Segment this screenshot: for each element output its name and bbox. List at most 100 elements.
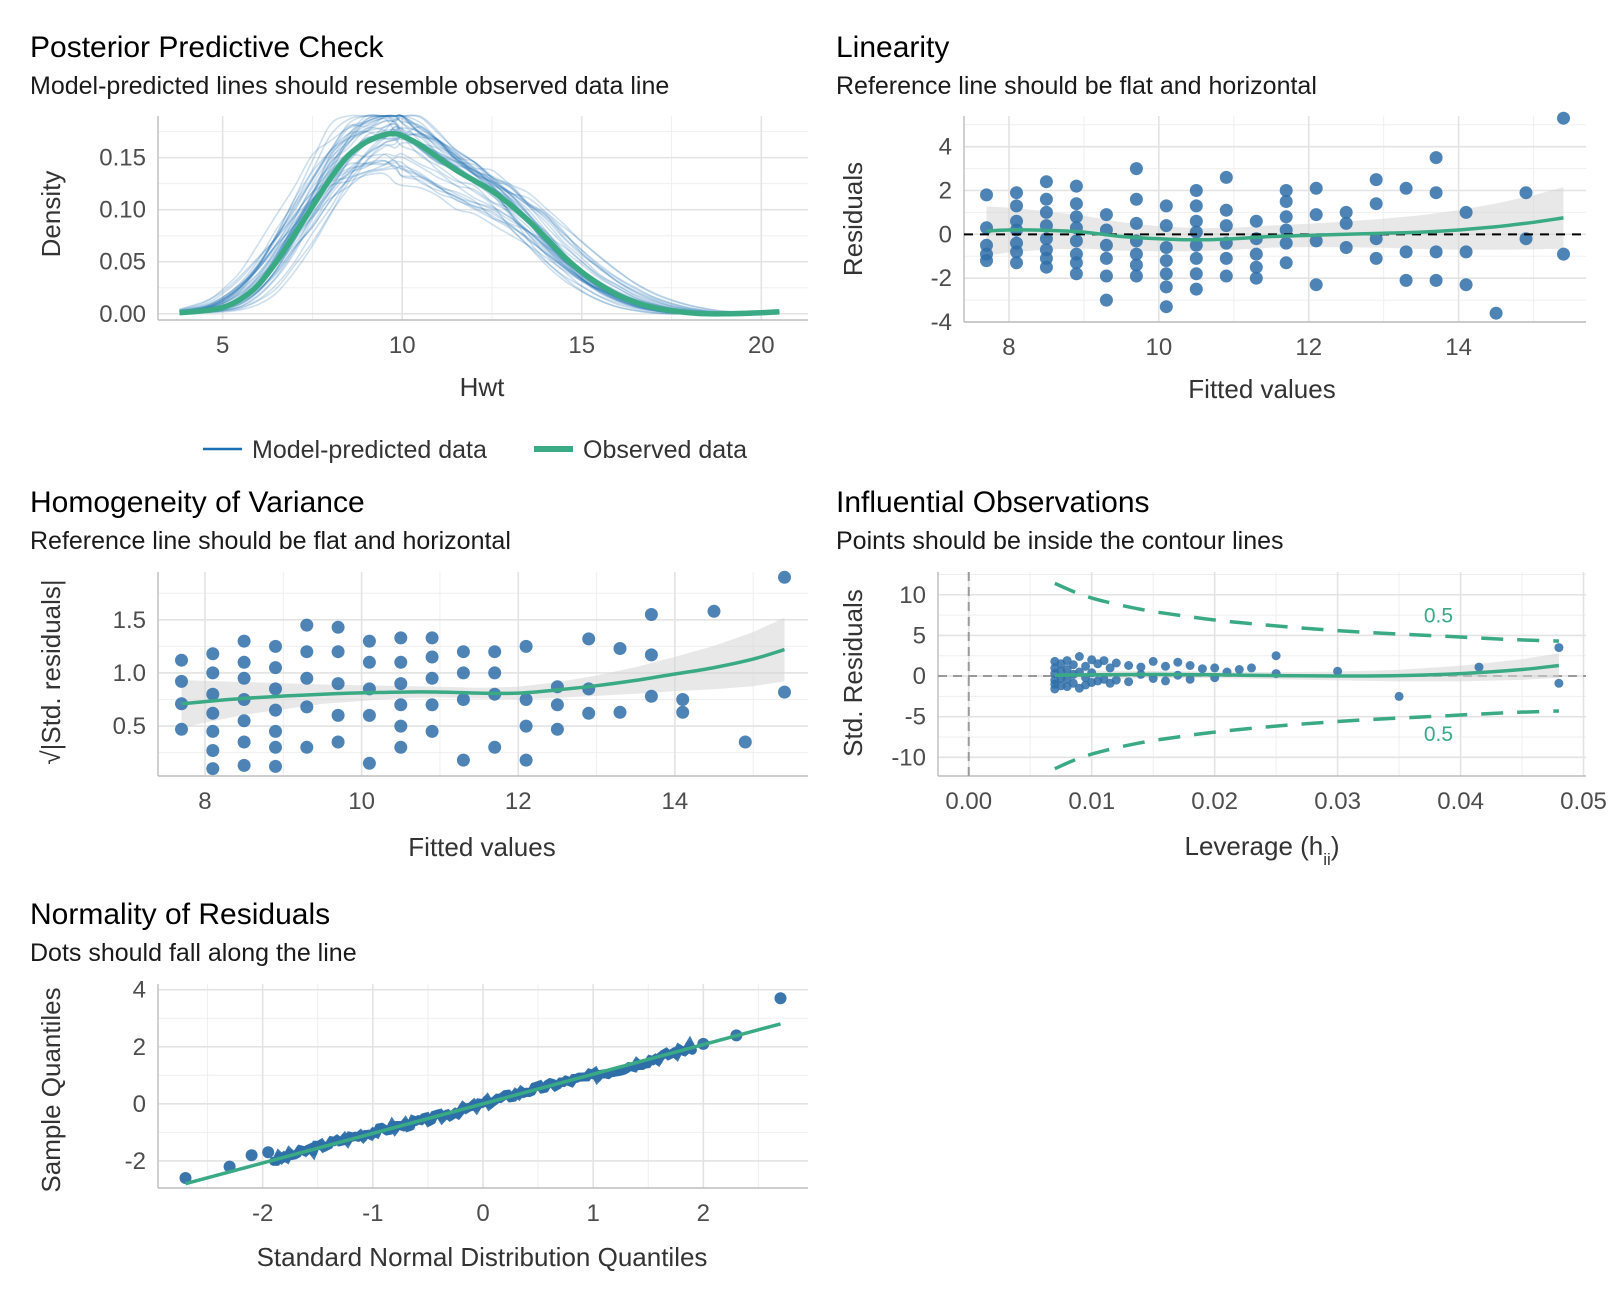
data-point [1279,236,1293,250]
y-tick-label: 1.5 [113,607,146,634]
contour-label-lower: 0.5 [1424,723,1453,746]
x-tick-label: 0 [476,1200,489,1227]
data-point [331,708,345,722]
y-tick-label: 0.15 [99,145,146,172]
y-axis-label: Sample Quantiles [36,987,66,1192]
x-tick-label: 1 [586,1200,599,1227]
data-point [1189,238,1203,252]
data-point [175,674,188,688]
data-point [245,1149,258,1162]
data-point [456,753,470,767]
x-tick-label: 5 [216,332,229,359]
data-point [394,631,408,645]
data-point [519,639,533,653]
y-tick-label: 0.10 [99,197,146,224]
data-point [519,693,533,706]
data-point [1010,199,1023,213]
data-point [425,650,439,664]
data-point [1148,674,1158,683]
panel-homogeneity-of-variance: Homogeneity of Variance Reference line s… [30,486,808,862]
data-point [1105,663,1115,673]
panel-subtitle: Reference line should be flat and horizo… [836,72,1317,100]
data-point [1099,293,1113,307]
legend-label-predicted: Model-predicted data [252,436,487,464]
data-point [1459,278,1473,292]
data-point [1519,232,1533,246]
data-point [1279,184,1293,197]
panel-title: Influential Observations [836,486,1150,519]
data-point [1249,260,1263,274]
y-tick-label: -5 [905,704,926,731]
data-point [1099,269,1113,283]
data-point [1369,173,1383,187]
data-point [1249,271,1263,285]
data-point [738,735,752,749]
panel-influential-observations: Influential Observations Points should b… [836,486,1607,869]
y-tick-label: -2 [931,265,952,292]
data-point [1474,662,1484,672]
plot-marks [175,570,791,776]
data-point [1219,269,1233,283]
data-point [1189,199,1203,213]
data-point [644,608,658,621]
predicted-density-line [179,128,780,315]
x-tick-labels: 0.00 0.01 0.02 0.03 0.04 0.05 [945,788,1607,815]
data-point [1129,216,1143,230]
data-point [1136,662,1146,672]
data-point [1339,205,1353,219]
x-tick-label: 0.03 [1314,788,1361,815]
data-point [1069,210,1083,224]
data-point [456,645,470,659]
x-tick-label: 12 [1295,334,1322,361]
x-tick-label: 14 [662,788,689,815]
data-point [1069,256,1083,270]
data-point [1159,300,1173,314]
data-point [1129,269,1143,283]
data-point [1185,674,1195,684]
panel-posterior-predictive-check: Posterior Predictive Check Model-predict… [30,31,808,464]
data-point [1249,247,1263,261]
data-point [1069,267,1083,281]
data-point [676,705,690,719]
data-point [1039,232,1053,246]
grid [157,984,808,1189]
data-point [269,724,282,738]
y-tick-label: -2 [125,1148,146,1175]
data-point [1148,656,1158,666]
data-point [1124,661,1134,670]
data-point [269,661,282,675]
data-point [1189,267,1203,281]
y-axis-label: Std. Residuals [838,589,868,757]
data-point [1369,251,1383,265]
data-point [1111,675,1121,685]
data-point [1062,665,1072,674]
y-axis-label: Residuals [838,162,868,276]
x-tick-label: -1 [362,1200,383,1227]
data-point [1309,278,1323,292]
cooks-distance-contour-lower [1054,709,1559,771]
x-tick-label: 15 [568,332,595,359]
smooth-line [181,647,786,706]
data-point [488,666,502,680]
data-point [1429,245,1443,259]
data-point [394,698,408,712]
data-point [1081,661,1091,671]
data-point [175,653,188,667]
x-tick-label: 0.02 [1191,788,1238,815]
data-point [1399,273,1413,287]
data-point [1159,267,1173,281]
data-point [1339,241,1353,254]
data-point [582,632,596,646]
grid [937,572,1586,777]
predicted-density-line [179,138,780,315]
data-point [269,703,282,717]
data-point [331,645,345,659]
data-point [1459,245,1473,259]
data-point [550,722,564,736]
predicted-density-line [179,125,780,315]
data-point [456,666,470,680]
predicted-density-line [179,135,780,315]
data-point [237,671,251,685]
data-point [300,645,314,659]
